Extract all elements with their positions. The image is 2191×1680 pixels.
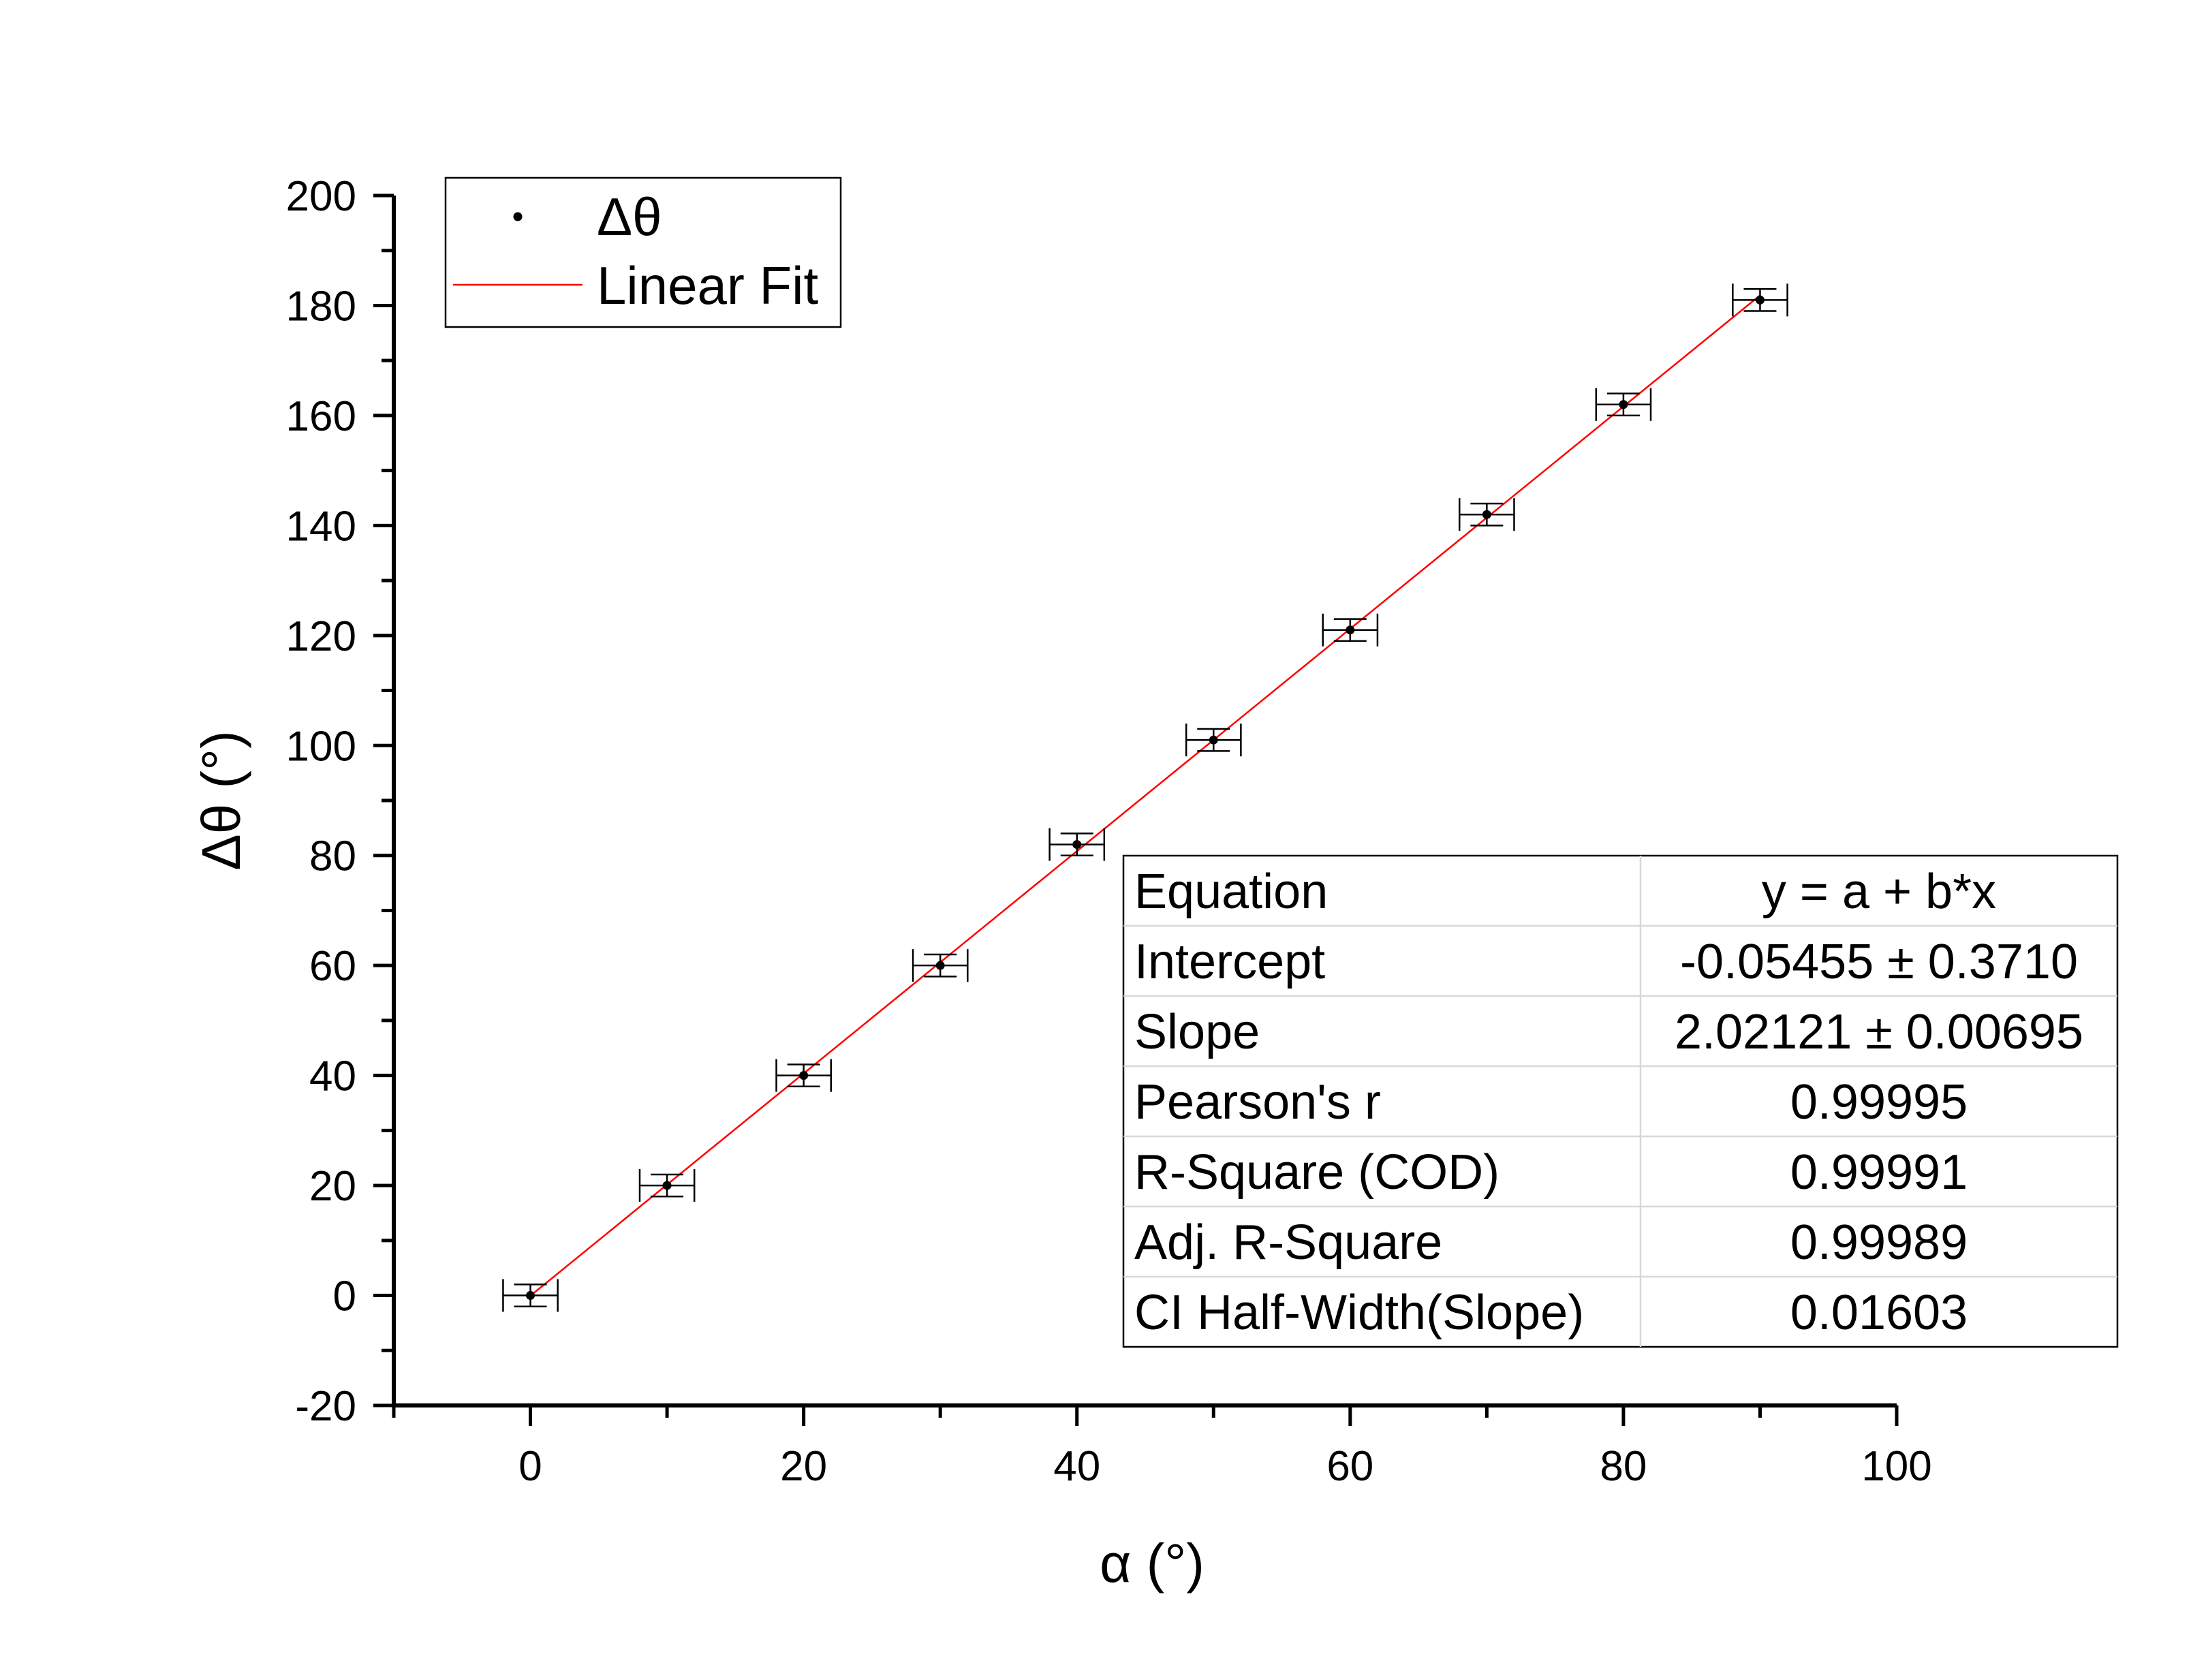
- data-point: [1346, 625, 1355, 635]
- x-axis-title: α (°): [1100, 1533, 1205, 1593]
- data-point-group: [1732, 283, 1788, 317]
- data-point: [1482, 510, 1491, 519]
- x-tick-label: 0: [518, 1443, 542, 1490]
- data-point-group: [502, 1279, 559, 1312]
- data-point: [526, 1291, 535, 1301]
- fit-table-value: -0.05455 ± 0.3710: [1680, 935, 2078, 989]
- y-tick-label: 140: [286, 503, 356, 550]
- data-point: [1619, 400, 1628, 409]
- fit-table-value: 0.99991: [1790, 1145, 1968, 1200]
- fit-layer: [529, 294, 1761, 1296]
- x-tick-label: 20: [780, 1443, 827, 1490]
- x-tick-label: 100: [1861, 1443, 1931, 1490]
- legend-label-points: Δθ: [597, 187, 662, 247]
- fit-table-param: R-Square (COD): [1134, 1145, 1499, 1200]
- data-point-group: [775, 1059, 832, 1092]
- x-tick-label: 60: [1326, 1443, 1373, 1490]
- linear-fit-line: [529, 294, 1761, 1296]
- y-tick-label: 40: [309, 1053, 356, 1100]
- legend-box: [444, 176, 842, 328]
- fit-table-value: y = a + b*x: [1762, 865, 1996, 919]
- x-tick-label: 40: [1053, 1443, 1100, 1490]
- points-layer: [502, 283, 1788, 1312]
- data-point-group: [638, 1169, 696, 1202]
- y-axis-title: Δθ (°): [191, 730, 251, 870]
- fit-table-param: Adj. R-Square: [1134, 1215, 1442, 1270]
- data-point-group: [1048, 828, 1106, 861]
- data-point: [1755, 295, 1765, 305]
- legend: Δθ Linear Fit: [444, 176, 842, 328]
- y-tick-label: 0: [333, 1273, 356, 1320]
- y-tick-label: 120: [286, 613, 356, 660]
- legend-marker-points: [513, 212, 523, 221]
- data-point: [1072, 840, 1082, 850]
- data-point: [1209, 735, 1218, 745]
- y-tick-label: 60: [309, 943, 356, 990]
- data-point: [799, 1071, 809, 1080]
- axes-layer: 0 20 40 60 80 100 -20 0 20 40 60 80 100 120 140 160 180 2…: [191, 173, 1932, 1593]
- data-point-group: [912, 949, 969, 982]
- y-tick-label: 180: [286, 283, 356, 330]
- data-point-group: [1185, 724, 1242, 757]
- y-tick-label: 200: [286, 173, 356, 220]
- fit-table-value: 0.99995: [1790, 1075, 1968, 1130]
- y-tick-label: 80: [309, 833, 356, 880]
- data-point-group: [1459, 498, 1515, 531]
- data-point-group: [1595, 388, 1652, 421]
- fit-table-value: 0.99989: [1790, 1215, 1968, 1270]
- y-tick-label: 100: [286, 723, 356, 770]
- fit-results-table: Equation y = a + b*x Intercept -0.05455 ± 0…: [1122, 854, 2119, 1348]
- data-point: [935, 961, 945, 970]
- y-tick-label: 160: [286, 393, 356, 440]
- legend-label-fit: Linear Fit: [597, 255, 818, 315]
- y-tick-label: -20: [295, 1383, 356, 1430]
- fit-table-param: CI Half-Width(Slope): [1134, 1286, 1584, 1340]
- fit-table-param: Equation: [1134, 865, 1328, 919]
- data-point: [662, 1181, 672, 1190]
- x-tick-label: 80: [1600, 1443, 1647, 1490]
- fit-table-param: Intercept: [1134, 935, 1325, 989]
- fit-table-param: Slope: [1134, 1005, 1260, 1059]
- fit-table-value: 2.02121 ± 0.00695: [1675, 1005, 2083, 1059]
- fit-table-value: 0.01603: [1790, 1286, 1968, 1340]
- fit-table-param: Pearson's r: [1134, 1075, 1381, 1130]
- y-tick-label: 20: [309, 1163, 356, 1210]
- data-point-group: [1322, 613, 1379, 647]
- fit-table-box: [1122, 854, 2119, 1348]
